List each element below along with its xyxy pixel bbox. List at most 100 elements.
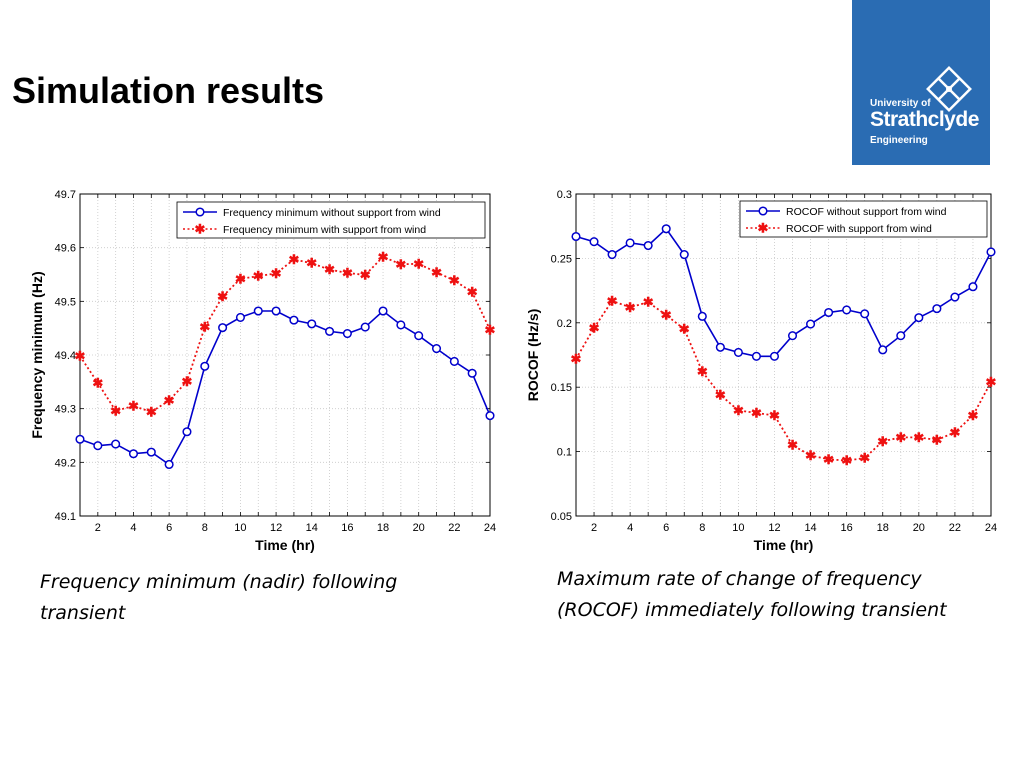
freq-y-tick-label: 49.4: [55, 350, 76, 362]
freq-x-tick-label: 14: [306, 522, 318, 534]
rocof-series-1-point: [878, 345, 888, 355]
rocof-series-2-point: ✱: [769, 408, 780, 423]
freq-series-1-point: [93, 441, 103, 451]
rocof-series-1: [571, 224, 996, 361]
freq-series-2-point: ✱: [146, 404, 157, 419]
rocof-series-2-point: ✱: [589, 320, 600, 335]
rocof-series-1-point: [679, 249, 689, 260]
rocof-series-2-line: [575, 299, 992, 462]
rocof-series-1-point: [950, 292, 960, 302]
rocof-series-1-point: [607, 249, 617, 260]
rocof-series-2-point: ✱: [859, 451, 870, 466]
freq-series-1-point: [467, 368, 477, 378]
rocof-series-1-point: [806, 319, 816, 329]
rocof-y-tick-label: 0.05: [551, 511, 572, 523]
freq-x-tick-label: 22: [448, 522, 460, 534]
rocof-series-2-point: ✱: [913, 430, 924, 445]
freq-y-tick-label: 49.2: [55, 457, 76, 469]
rocof-series-1-line: [575, 227, 992, 358]
freq-series-1-point: [485, 411, 495, 421]
rocof-y-tick-label: 0.15: [551, 382, 572, 394]
freq-series-1-point: [253, 306, 263, 316]
rocof-series-1-point: [986, 247, 996, 257]
rocof-legend-box: [739, 200, 988, 238]
rocof-series-2-point: ✱: [697, 364, 708, 379]
rocof-x-tick-label: 20: [913, 522, 925, 534]
freq-y-tick-label: 49.7: [55, 189, 76, 201]
freq-series-2-point: ✱: [128, 398, 139, 413]
university-logo: University of Strathclyde Engineering: [852, 0, 990, 165]
rocof-y-axis: 0.05 0.1 0.15 0.2 0.25 0.3 ROCOF (Hz/s): [525, 189, 991, 523]
rocof-series-2-point: ✱: [679, 322, 690, 337]
freq-x-axis-label: Time (hr): [255, 537, 315, 553]
freq-series-2-point: ✱: [110, 403, 121, 418]
rocof-x-tick-label: 2: [591, 522, 597, 534]
rocof-legend-marker-1: [758, 206, 768, 216]
freq-grid: [80, 194, 490, 516]
freq-legend-label-1: Frequency minimum without support from w…: [223, 207, 441, 219]
rocof-series-1-point: [643, 240, 653, 251]
rocof-x-tick-label: 6: [663, 522, 669, 534]
rocof-x-tick-label: 18: [877, 522, 889, 534]
freq-series-1-point: [182, 427, 192, 437]
logo-line-engineering: Engineering: [870, 135, 928, 146]
freq-series-1-point: [289, 315, 299, 325]
rocof-series-2-point: ✱: [949, 425, 960, 440]
freq-series-2-point: ✱: [75, 349, 86, 364]
rocof-y-tick-label: 0.2: [557, 318, 572, 330]
rocof-legend: ROCOF without support from wind ✱ ROCOF wi…: [739, 200, 988, 238]
freq-series-2-point: ✱: [164, 393, 175, 408]
caption-rocof: Maximum rate of change of frequency (ROC…: [557, 568, 947, 621]
freq-x-tick-label: 16: [341, 522, 353, 534]
logo-line-university-of: University of: [870, 98, 931, 109]
rocof-series-1-point: [715, 342, 725, 352]
freq-series-2-point: ✱: [182, 374, 193, 389]
freq-series-1-point: [218, 323, 228, 333]
freq-x-tick-label: 8: [202, 522, 208, 534]
freq-series-1-point: [325, 326, 335, 336]
freq-series-2-point: ✱: [449, 273, 460, 288]
freq-x-tick-label: 20: [413, 522, 425, 534]
freq-y-axis-label: Frequency minimum (Hz): [29, 271, 45, 438]
freq-y-axis: 49.1 49.2 49.3 49.4 49.5 49.6 49.7 Frequency mi…: [29, 189, 490, 523]
rocof-series-1-point: [697, 311, 707, 321]
freq-series-1-point: [378, 306, 388, 316]
freq-x-tick-label: 24: [484, 522, 496, 534]
freq-series-1-line: [79, 309, 491, 466]
freq-x-tick-label: 4: [130, 522, 136, 534]
freq-y-tick-label: 49.3: [55, 404, 76, 416]
rocof-series-2: ✱ ✱ ✱ ✱ ✱ ✱ ✱ ✱ ✱ ✱ ✱ ✱ ✱ ✱ ✱ ✱ ✱ ✱ ✱ ✱ ✱ ✱ ✱ ✱: [571, 293, 997, 468]
freq-legend-marker-2: ✱: [195, 222, 206, 237]
freq-series-2-point: ✱: [217, 289, 228, 304]
rocof-series-1-point: [589, 237, 599, 247]
crest-icon: [926, 66, 972, 112]
rocof-x-tick-label: 24: [985, 522, 997, 534]
freq-series-2: ✱ ✱ ✱ ✱ ✱ ✱ ✱ ✱ ✱ ✱ ✱ ✱ ✱ ✱ ✱ ✱ ✱ ✱ ✱ ✱ ✱ ✱ ✱ ✱: [75, 249, 496, 419]
rocof-series-1-point: [625, 238, 635, 248]
rocof-x-tick-label: 16: [841, 522, 853, 534]
freq-legend-label-2: Frequency minimum with support from wind: [223, 224, 426, 236]
rocof-grid: [576, 194, 991, 516]
rocof-x-axis-label: Time (hr): [754, 537, 814, 553]
freq-series-1-point: [164, 459, 174, 470]
rocof-series-2-point: ✱: [643, 295, 654, 310]
freq-series-1-point: [307, 319, 317, 329]
caption-frequency-minimum: Frequency minimum (nadir) following tran…: [40, 571, 398, 624]
freq-series-1-point: [360, 322, 370, 332]
freq-series-2-point: ✱: [395, 257, 406, 272]
freq-series-2-point: ✱: [378, 249, 389, 264]
rocof-series-2-point: ✱: [661, 308, 672, 323]
rocof-series-2-point: ✱: [968, 408, 979, 423]
rocof-legend-marker-2: ✱: [758, 221, 769, 236]
rocof-series-1-point: [787, 331, 798, 341]
rocof-series-1-point: [932, 304, 942, 314]
freq-series-2-line: [79, 255, 491, 413]
rocof-series-1-point: [733, 347, 743, 357]
freq-x-tick-label: 12: [270, 522, 282, 534]
rocof-series-2-point: ✱: [823, 452, 834, 467]
freq-series-2-point: ✱: [324, 262, 335, 277]
freq-series-2-point: ✱: [485, 322, 496, 337]
rocof-series-1-point: [824, 307, 834, 318]
